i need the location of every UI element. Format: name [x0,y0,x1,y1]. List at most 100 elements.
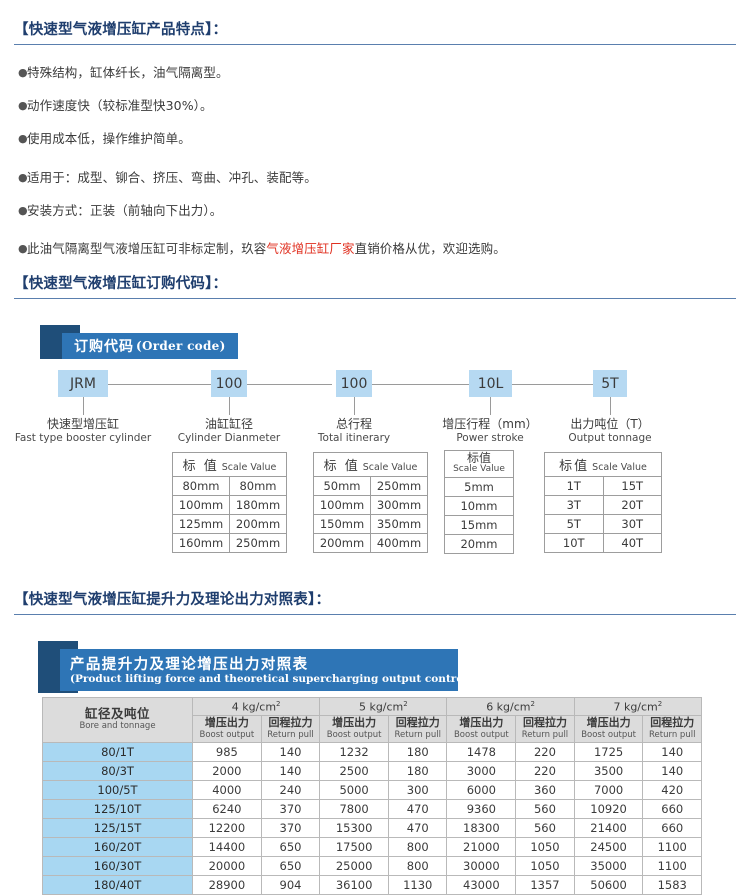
cell-return-pull: 1050 [515,837,575,857]
table-row: 15mm [444,515,514,535]
scale-header-en: Scale Value [592,462,647,473]
table-row: 100mm 180mm [172,495,287,515]
cell-return-pull: 470 [387,799,448,819]
header-return-pull-6: 回程拉力 Return pull [515,715,575,743]
table-header-row-pressure: 缸径及吨位 Bore and tonnage 4 kg/cm2 5 kg/cm2… [42,697,703,743]
order-code-diagram: JRM 100 100 10L 5T [0,370,750,400]
order-code-box-bore[interactable]: 100 [211,370,247,397]
order-code-label-model: 快速型增压缸 Fast type booster cylinder [8,417,158,445]
feature-text: 动作速度快（较标准型快30%）。 [27,98,213,113]
cell-return-pull: 1100 [642,837,702,857]
table-section-heading: 【快速型气液增压缸提升力及理论出力对照表】： [14,592,331,608]
order-code-box-tonnage[interactable]: 5T [593,370,627,397]
cell-return-pull: 650 [260,837,321,857]
cell-bore-tonnage: 160/20T [42,837,193,857]
label-cn: 总行程 [335,417,372,431]
banner-title-cn: 产品提升力及理论增压出力对照表 [70,655,309,673]
banner-title-cn: 订购代码 [74,339,134,355]
cell-return-pull: 300 [387,780,448,800]
bullet-dot-icon: ● [18,132,28,145]
cell-return-pull: 1357 [515,875,575,895]
table-row: 150mm 350mm [313,514,428,534]
table-row: 20mm [444,534,514,554]
cell-boost-output: 15300 [319,818,389,838]
order-code-box-model[interactable]: JRM [58,370,108,397]
banner-bar: 订购代码 (Order code) [62,333,238,359]
output-comparison-table: 缸径及吨位 Bore and tonnage 4 kg/cm2 5 kg/cm2… [42,697,703,895]
table-row: 200mm 400mm [313,533,428,553]
label-cn: 油缸缸径 [204,417,253,431]
label-en: Total itinerary [317,432,391,444]
stem-1 [83,397,84,415]
order-code-banner: 订购代码 (Order code) [40,325,300,359]
cell-return-pull: 370 [260,818,321,838]
cell-boost-output: 17500 [319,837,389,857]
bullet-dot-icon: ● [18,171,28,184]
scale-header-en: Scale Value [221,462,277,473]
table-row: 80/1T 985 140 1232 180 1478 220 1725 140 [42,742,702,762]
connector-line-2 [247,384,332,385]
cell-return-pull: 1050 [515,856,575,876]
feature-bullet-6: ●此油气隔离型气液增压缸可非标定制，玖容气液增压缸厂家直销价格从优，欢迎选购。 [18,238,506,257]
stem-5 [610,397,611,415]
table-row: 5T 30T [544,514,662,534]
stem-4 [490,397,491,415]
cell-bore-tonnage: 80/3T [42,761,193,781]
cell-boost-output: 25000 [319,856,389,876]
cell-return-pull: 220 [515,742,575,762]
cell-boost-output: 5000 [319,780,389,800]
cell-boost-output: 1478 [446,742,517,762]
scale-header-en: Scale Value [362,462,418,473]
order-code-label-power: 增压行程（mm） Power stroke [420,417,560,445]
features-divider [14,44,736,45]
scale-header-cn: 标 值 [323,459,360,474]
product-table-banner: 产品提升力及理论增压出力对照表 (Product lifting force a… [38,641,506,693]
feature-bullet-3: ●使用成本低，操作维护简单。 [18,128,191,147]
scale-header-cn: 标值 [466,451,491,465]
cell-return-pull: 220 [515,761,575,781]
cell-boost-output: 3000 [446,761,517,781]
label-cn: 出力吨位（T） [570,417,650,431]
cell-bore-tonnage: 125/10T [42,799,193,819]
connector-line-4 [512,384,593,385]
table-row: 100mm 300mm [313,495,428,515]
order-code-box-stroke[interactable]: 100 [336,370,372,397]
order-code-box-power[interactable]: 10L [469,370,512,397]
label-cn: 增压行程（mm） [442,417,538,431]
cell-return-pull: 560 [515,818,575,838]
cell-return-pull: 650 [260,856,321,876]
scale-table-power-stroke: 标值 Scale Value 5mm 10mm 15mm 20mm [444,450,514,554]
order-code-label-stroke: 总行程 Total itinerary [294,417,414,445]
table-divider [14,614,736,615]
cell-return-pull: 360 [515,780,575,800]
header-pressure-4: 4 kg/cm2 [191,697,321,716]
cell-return-pull: 140 [260,761,321,781]
cell-boost-output: 6240 [192,799,262,819]
cell-boost-output: 7000 [573,780,644,800]
features-section-heading: 【快速型气液增压缸产品特点】： [14,22,228,38]
table-row: 100/5T 4000 240 5000 300 6000 360 7000 420 [42,780,702,800]
header-cn: 缸径及吨位 [84,706,150,721]
cell-boost-output: 10920 [573,799,644,819]
cell-return-pull: 140 [260,742,321,762]
connector-line-1 [108,384,211,385]
label-en: Output tonnage [568,432,652,444]
scale-header-cn: 标值 [559,459,590,474]
cell-return-pull: 140 [642,742,702,762]
table-row: 180/40T 28900 904 36100 1130 43000 1357 50600 15… [42,875,702,895]
feature-bullet-1: ●特殊结构，缸体纤长，油气隔离型。 [18,62,229,81]
cell-boost-output: 1232 [319,742,389,762]
cell-return-pull: 420 [642,780,702,800]
table-header-row-sub: 增压出力 Boost output 回程拉力 Return pull 增压出力 Boo… [43,715,702,743]
stem-2 [229,397,230,415]
cell-return-pull: 904 [260,875,321,895]
scale-header-en: Scale Value [453,464,505,474]
table-row: 125mm 200mm [172,514,287,534]
banner-title-en: (Product lifting force and theoretical s… [70,672,506,685]
ordercode-divider [14,298,736,299]
keyword-link[interactable]: 气液增压缸厂家 [266,241,355,256]
table-row: 80/3T 2000 140 2500 180 3000 220 3500 140 [42,761,702,781]
table-row: 125/10T 6240 370 7800 470 9360 560 10920 660 [42,799,702,819]
cell-bore-tonnage: 80/1T [42,742,193,762]
